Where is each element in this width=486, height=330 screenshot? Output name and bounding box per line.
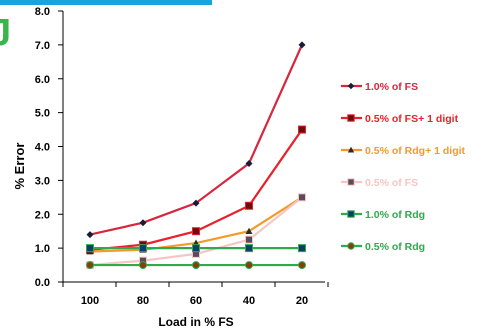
data-point xyxy=(245,244,253,253)
x-axis-label: Load in % FS xyxy=(158,315,233,329)
data-point xyxy=(86,231,94,239)
series-0 xyxy=(86,41,306,239)
legend-label: 0.5% of Rdg xyxy=(365,241,425,253)
data-point xyxy=(347,114,355,122)
data-point xyxy=(347,146,355,153)
y-tick-label: 4.0 xyxy=(35,142,50,154)
axes xyxy=(62,11,325,283)
data-point xyxy=(192,244,200,253)
cropped-logo-glyph: J xyxy=(0,18,12,48)
y-tick-labels: 0.0 1.0 2.0 3.0 4.0 5.0 6.0 7.0 8.0 xyxy=(35,6,63,289)
data-point xyxy=(245,261,253,270)
series-1 xyxy=(86,125,306,254)
x-tick-labels: 100 80 60 40 20 xyxy=(62,282,329,307)
legend-item: 1.0% of FS xyxy=(341,81,418,93)
y-tick-label: 8.0 xyxy=(35,6,50,18)
y-tick-label: 0.0 xyxy=(35,277,50,289)
data-point xyxy=(245,235,253,244)
legend: 1.0% of FS 0.5% of FS+ 1 digit 0.5% of Rdg… xyxy=(341,81,466,253)
data-point xyxy=(86,244,94,253)
y-tick-label: 7.0 xyxy=(35,40,50,52)
data-point xyxy=(245,227,253,234)
legend-label: 1.0% of Rdg xyxy=(365,209,425,221)
legend-label: 0.5% of Rdg+ 1 digit xyxy=(365,145,466,157)
series-group xyxy=(86,41,306,270)
data-point xyxy=(298,41,306,49)
legend-item: 0.5% of FS+ 1 digit xyxy=(341,113,459,125)
y-tick-label: 2.0 xyxy=(35,209,50,221)
legend-item: 0.5% of Rdg xyxy=(341,241,425,253)
data-point xyxy=(298,244,306,253)
y-tick-label: 5.0 xyxy=(35,108,50,120)
top-accent-bar xyxy=(0,0,212,5)
legend-item: 1.0% of Rdg xyxy=(341,209,425,221)
x-tick-label: 60 xyxy=(190,295,202,307)
y-tick-label: 6.0 xyxy=(35,74,50,86)
data-point xyxy=(298,261,306,270)
data-point xyxy=(192,261,200,270)
data-point xyxy=(139,219,147,227)
data-point xyxy=(298,125,306,134)
data-point xyxy=(192,227,200,236)
data-point xyxy=(245,201,253,210)
legend-item: 0.5% of Rdg+ 1 digit xyxy=(341,145,466,157)
x-tick-label: 40 xyxy=(243,295,255,307)
data-point xyxy=(347,210,355,218)
y-tick-label: 1.0 xyxy=(35,243,50,255)
x-tick-label: 80 xyxy=(137,295,149,307)
data-point xyxy=(86,261,94,270)
legend-label: 0.5% of FS xyxy=(365,177,418,189)
data-point xyxy=(347,178,355,186)
series-4 xyxy=(86,244,306,253)
y-tick-label: 3.0 xyxy=(35,175,50,187)
data-point xyxy=(245,159,253,167)
data-point xyxy=(139,244,147,253)
x-tick-label: 20 xyxy=(296,295,308,307)
data-point xyxy=(139,261,147,270)
data-point xyxy=(347,242,355,250)
legend-label: 1.0% of FS xyxy=(365,81,418,93)
data-point xyxy=(298,193,306,202)
data-point xyxy=(192,199,200,207)
data-point xyxy=(347,82,355,90)
legend-label: 0.5% of FS+ 1 digit xyxy=(365,113,459,125)
x-tick-label: 100 xyxy=(81,295,99,307)
series-5 xyxy=(86,261,306,270)
y-axis-label: % Error xyxy=(12,143,27,190)
legend-item: 0.5% of FS xyxy=(341,177,418,189)
